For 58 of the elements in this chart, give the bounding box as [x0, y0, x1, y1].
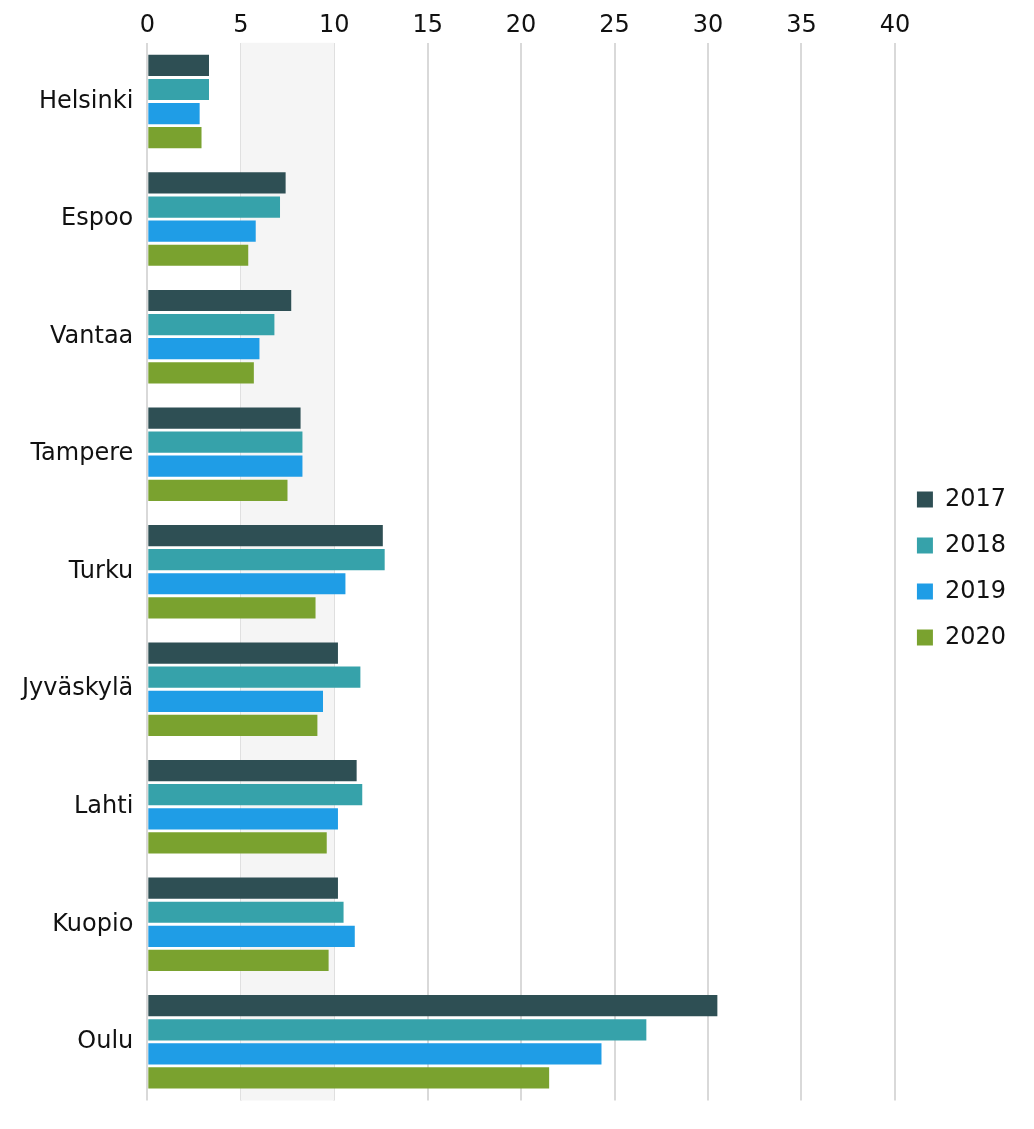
y-tick-label: Helsinki: [38, 85, 134, 114]
bar: [148, 690, 323, 712]
bar: [148, 103, 200, 125]
bar: [148, 313, 275, 336]
y-tick-label: Vantaa: [50, 320, 134, 349]
y-tick-label: Lahti: [73, 791, 134, 819]
bar: [148, 573, 346, 595]
y-tick-label: Kuopio: [52, 908, 134, 937]
x-tick-label: 30: [692, 9, 724, 38]
bar: [148, 666, 361, 688]
bar: [148, 832, 327, 854]
bar: [148, 808, 338, 830]
bar: [148, 338, 260, 360]
x-tick-label: 40: [879, 9, 911, 38]
bar: [148, 597, 316, 619]
bar: [148, 289, 292, 312]
bar: [148, 1067, 550, 1089]
y-tick-label: Tampere: [29, 438, 134, 467]
x-tick-label: 20: [505, 9, 537, 38]
bar: [148, 172, 286, 194]
y-tick-label: Jyväskylä: [19, 673, 134, 702]
y-tick-label: Turku: [67, 555, 134, 584]
bar: [148, 220, 256, 242]
bar: [148, 244, 249, 266]
x-tick-label: 10: [318, 9, 350, 38]
bar: [148, 549, 385, 571]
bar: [148, 431, 303, 453]
x-tick-label: 5: [233, 9, 249, 38]
bar: [148, 714, 318, 736]
bar: [148, 642, 338, 664]
bar: [148, 479, 288, 501]
y-tick-label: Espoo: [61, 203, 134, 232]
legend-label: 2020: [944, 621, 1006, 650]
y-tick-label: Oulu: [77, 1026, 134, 1055]
bar: [148, 1019, 647, 1041]
bar: [148, 995, 718, 1017]
bar: [148, 196, 281, 218]
bar: [148, 54, 209, 77]
bar: [148, 760, 357, 782]
bar: [148, 127, 202, 149]
x-tick-label: 15: [412, 9, 443, 38]
bar: [148, 78, 209, 101]
bar: [148, 877, 338, 899]
bar: [148, 524, 383, 547]
bar: [148, 455, 303, 477]
legend-label: 2017: [944, 483, 1006, 512]
x-tick-label: 0: [139, 9, 155, 38]
bar: [148, 901, 344, 923]
x-tick-label: 35: [786, 9, 817, 38]
bar: [148, 949, 329, 972]
x-tick-label: 25: [599, 9, 630, 38]
bar: [148, 362, 254, 384]
legend-label: 2018: [944, 529, 1006, 558]
bar: [148, 925, 355, 947]
bar: [148, 407, 301, 429]
legend-label: 2019: [944, 575, 1006, 604]
bar: [148, 784, 363, 806]
bar: [148, 1043, 602, 1065]
